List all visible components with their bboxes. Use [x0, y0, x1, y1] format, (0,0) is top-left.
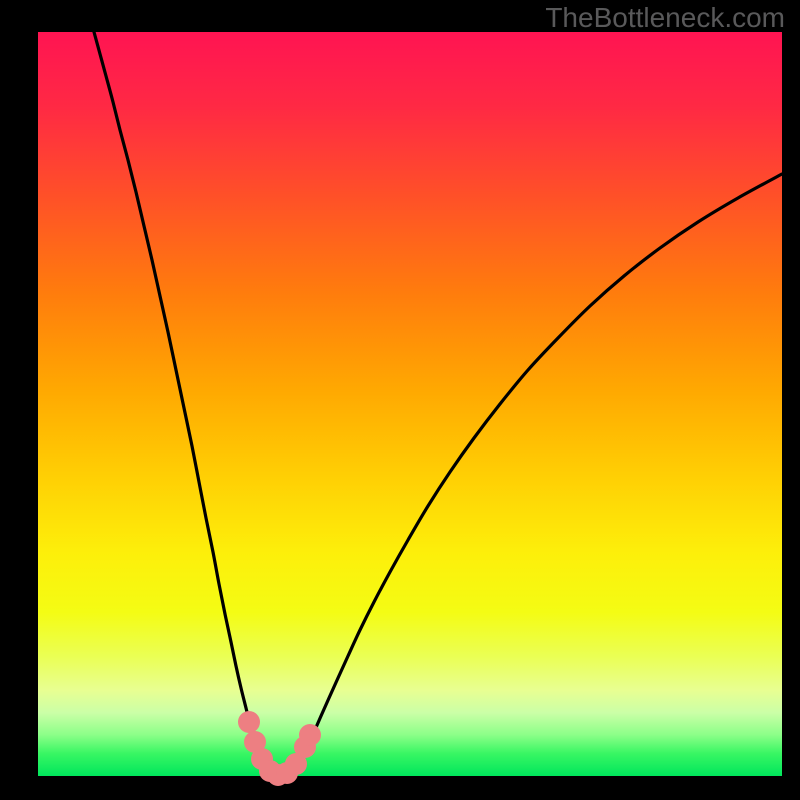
marker-group — [238, 711, 321, 786]
curve-marker — [299, 724, 321, 746]
chart-canvas: TheBottleneck.com — [0, 0, 800, 800]
bottleneck-curve — [94, 32, 782, 776]
plot-area — [38, 32, 782, 776]
curve-marker — [238, 711, 260, 733]
watermark-text: TheBottleneck.com — [545, 2, 785, 34]
curve-layer — [38, 32, 782, 776]
